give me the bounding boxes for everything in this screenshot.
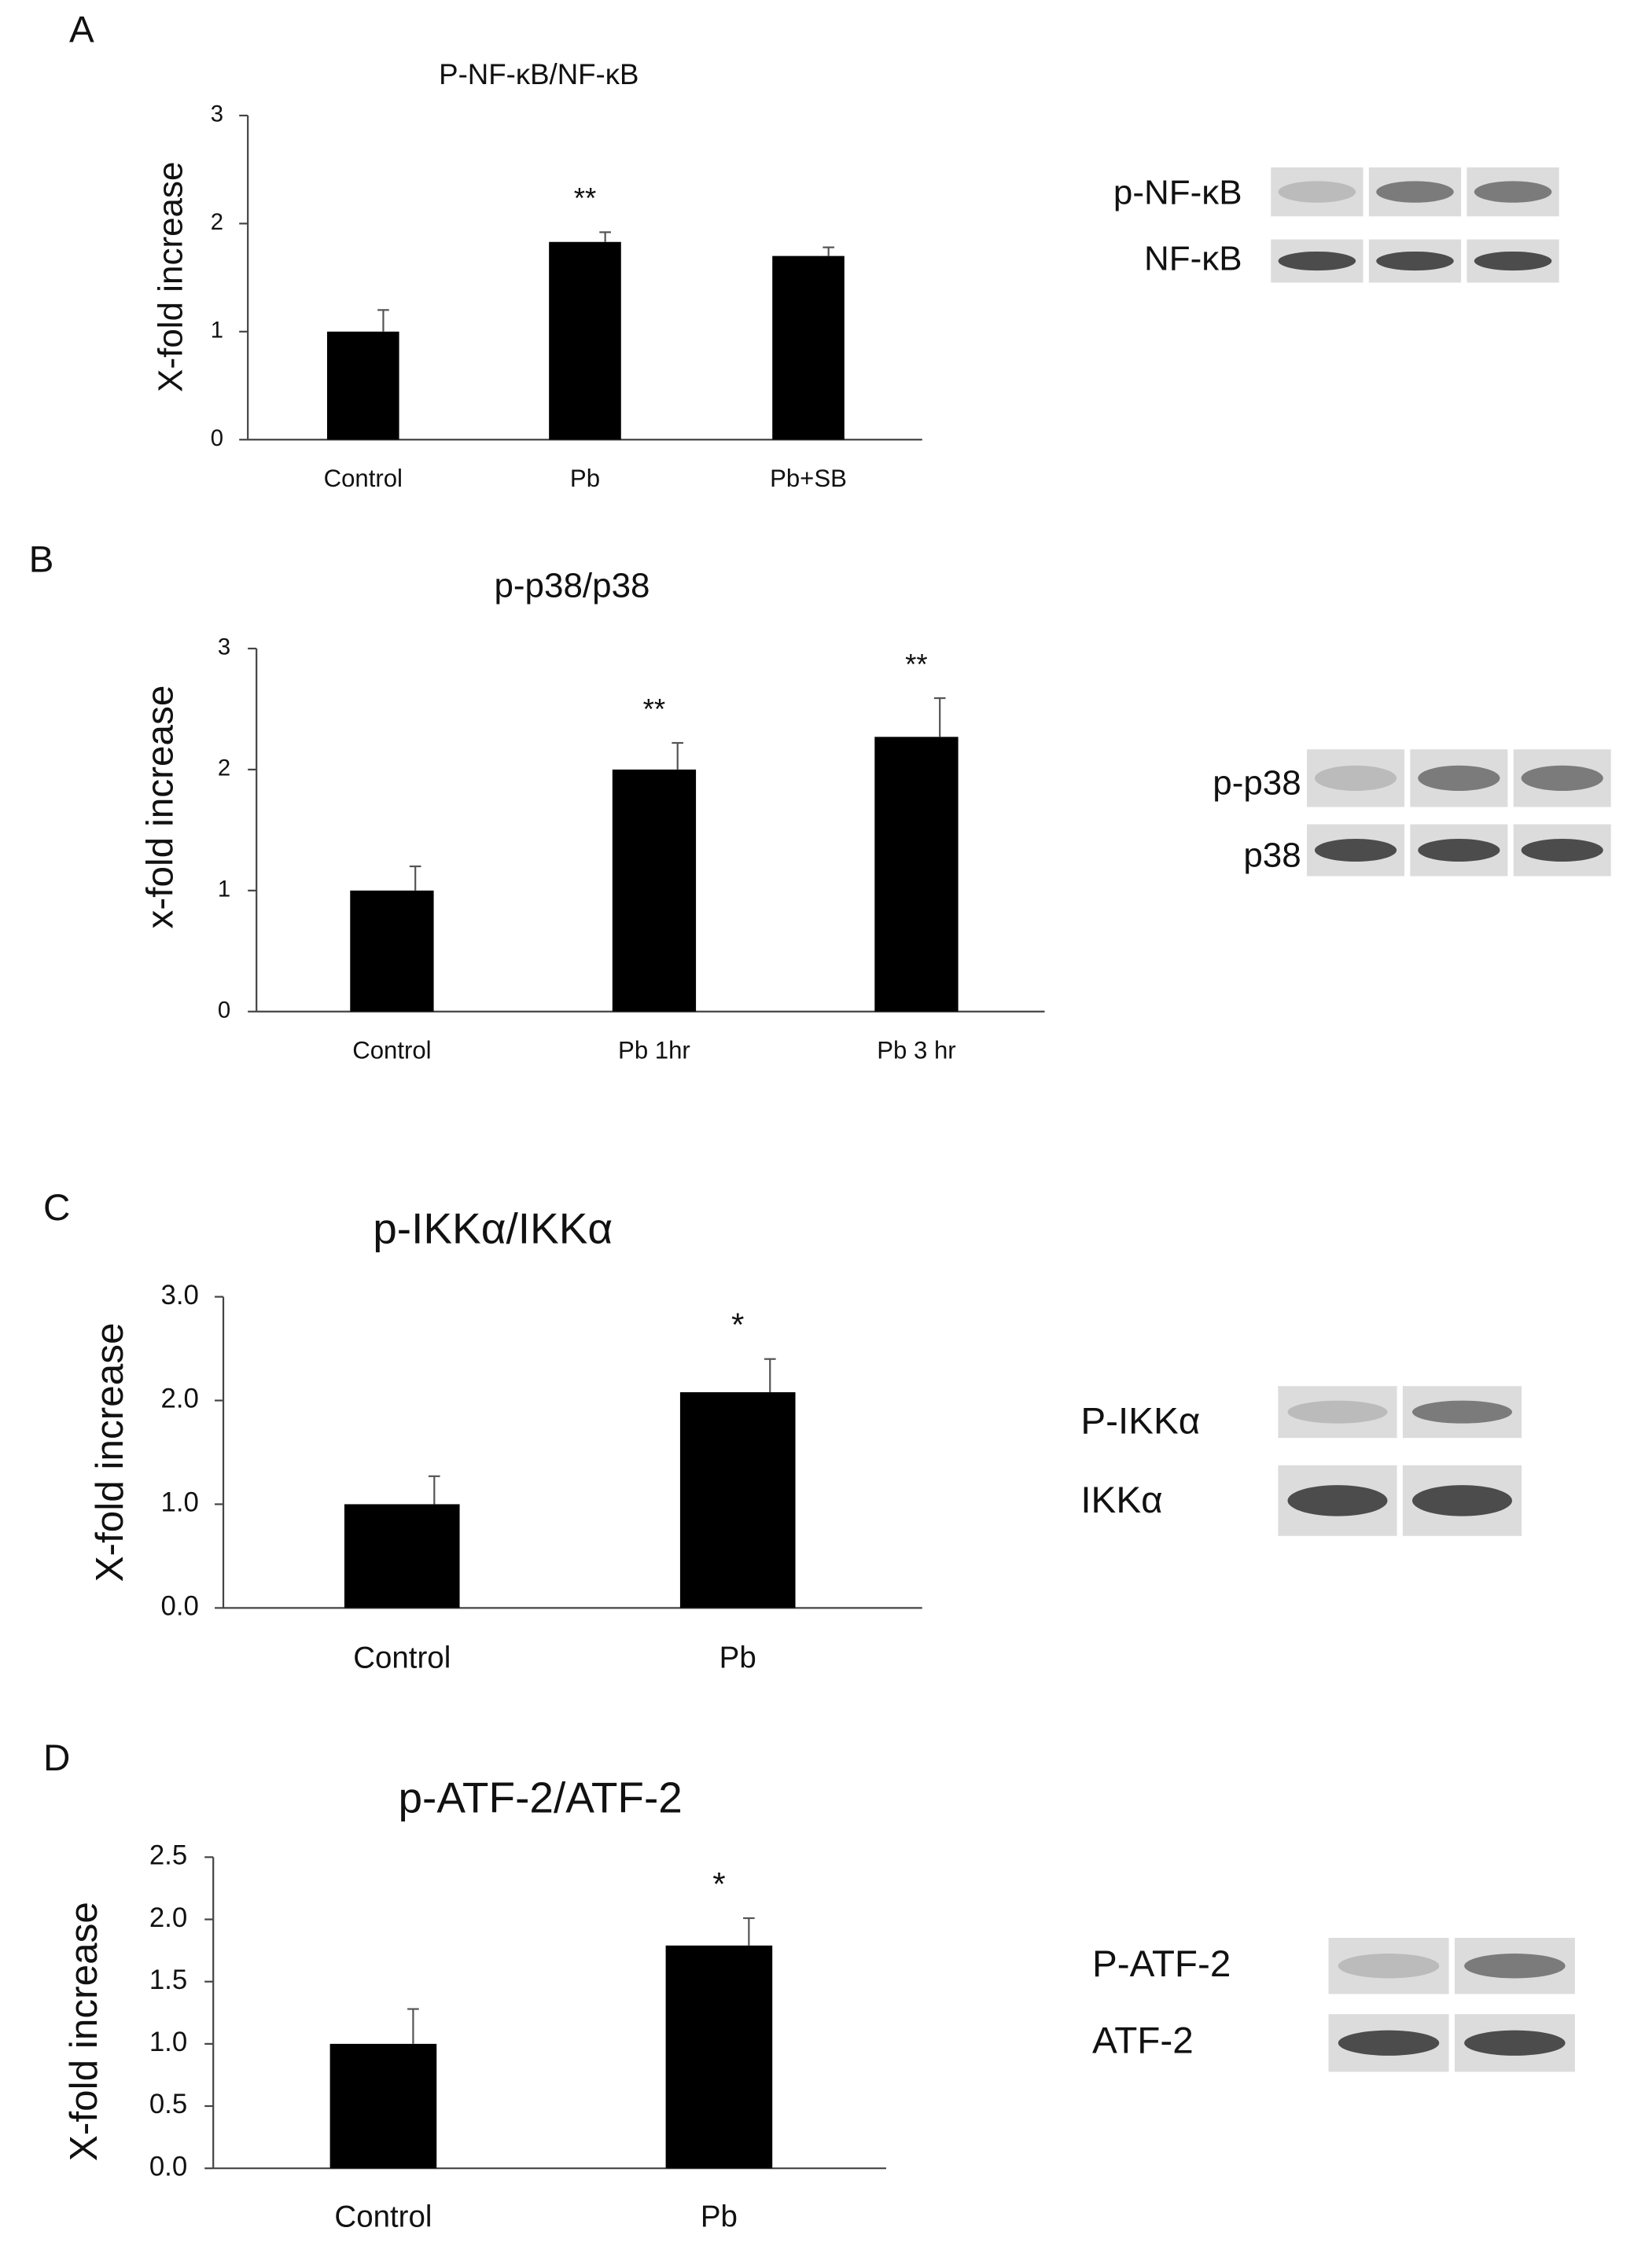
bar	[350, 890, 434, 1012]
y-tick-label: 3.0	[161, 1280, 199, 1310]
bar	[549, 241, 621, 440]
chart-title: P-NF-κB/NF-κB	[439, 58, 639, 90]
bar	[612, 769, 697, 1012]
y-tick-label: 3	[211, 101, 223, 127]
x-tick-label: Pb 1hr	[618, 1036, 690, 1064]
significance-label: *	[731, 1307, 744, 1344]
bar	[665, 1945, 773, 2169]
y-tick-label: 2	[211, 209, 223, 235]
significance-label: **	[643, 693, 666, 725]
chart-title: p-ATF-2/ATF-2	[398, 1773, 682, 1821]
y-tick-label: 1.0	[149, 2027, 187, 2057]
blot-label: P-ATF-2	[1092, 1943, 1231, 1985]
significance-label: *	[712, 1865, 725, 1902]
panel-letter: B	[29, 539, 54, 581]
y-tick-label: 0.5	[149, 2089, 187, 2119]
blot-label: IKKα	[1080, 1480, 1162, 1521]
x-tick-label: Pb 3 hr	[877, 1036, 955, 1064]
y-tick-label: 0	[218, 997, 230, 1023]
blot-band	[1411, 1485, 1512, 1516]
blot-band	[1278, 251, 1356, 271]
y-tick-label: 1.0	[161, 1487, 199, 1518]
x-tick-label: Control	[352, 1036, 431, 1064]
y-tick-label: 0.0	[161, 1591, 199, 1622]
y-tick-label: 3	[218, 634, 230, 660]
x-tick-label: Control	[353, 1641, 451, 1675]
blot-label: p-NF-κB	[1113, 173, 1242, 211]
blot-label: p-p38	[1213, 764, 1301, 803]
blot-band	[1376, 181, 1454, 203]
blot-band	[1464, 1954, 1566, 1979]
blot-band	[1287, 1400, 1388, 1424]
blot-band	[1418, 838, 1500, 862]
y-axis-label: x-fold increase	[140, 686, 182, 929]
y-axis-label: X-fold increase	[88, 1322, 131, 1582]
significance-label: **	[574, 182, 597, 215]
x-tick-label: Control	[324, 465, 403, 492]
blot-band	[1521, 838, 1603, 862]
significance-label: **	[905, 648, 928, 680]
blot-band	[1338, 1954, 1440, 1979]
panel-letter: C	[43, 1187, 70, 1229]
x-tick-label: Pb	[719, 1641, 756, 1675]
y-tick-label: 1	[218, 877, 230, 902]
bar	[326, 331, 399, 440]
blot-band	[1474, 251, 1552, 271]
blot-band	[1411, 1400, 1512, 1424]
x-tick-label: Pb	[570, 465, 600, 492]
bar	[772, 255, 845, 440]
bar	[329, 2043, 437, 2169]
y-tick-label: 0.0	[149, 2151, 187, 2182]
y-tick-label: 2.0	[149, 1902, 187, 1933]
y-tick-label: 0	[211, 425, 223, 451]
blot-band	[1464, 2030, 1566, 2056]
x-tick-label: Pb+SB	[770, 465, 847, 492]
blot-band	[1278, 181, 1356, 203]
blot-band	[1376, 251, 1454, 271]
y-axis-label: X-fold increase	[152, 162, 190, 392]
y-tick-label: 2.5	[149, 1840, 187, 1871]
y-tick-label: 2.0	[161, 1384, 199, 1414]
blot-band	[1338, 2030, 1440, 2056]
blot-band	[1287, 1485, 1388, 1516]
blot-label: p38	[1243, 836, 1301, 874]
chart-title: p-IKKα/IKKα	[373, 1204, 613, 1253]
y-axis-label: X-fold increase	[62, 1902, 105, 2161]
y-tick-label: 1.5	[149, 1965, 187, 1995]
x-tick-label: Pb	[701, 2200, 738, 2234]
y-tick-label: 2	[218, 755, 230, 781]
y-tick-label: 1	[211, 318, 223, 344]
blot-band	[1521, 765, 1603, 792]
blot-label: NF-κB	[1144, 240, 1242, 278]
panel-letter: D	[43, 1737, 70, 1779]
bar	[344, 1504, 460, 1608]
bar	[874, 737, 959, 1012]
blot-band	[1314, 765, 1397, 792]
panel-letter: A	[69, 9, 94, 50]
blot-band	[1314, 838, 1397, 862]
blot-band	[1474, 181, 1552, 203]
x-tick-label: Control	[334, 2200, 432, 2234]
bar	[679, 1391, 796, 1608]
blot-label: ATF-2	[1092, 2020, 1194, 2061]
blot-label: P-IKKα	[1080, 1400, 1200, 1442]
chart-title: p-p38/p38	[494, 567, 650, 605]
blot-band	[1418, 765, 1500, 792]
